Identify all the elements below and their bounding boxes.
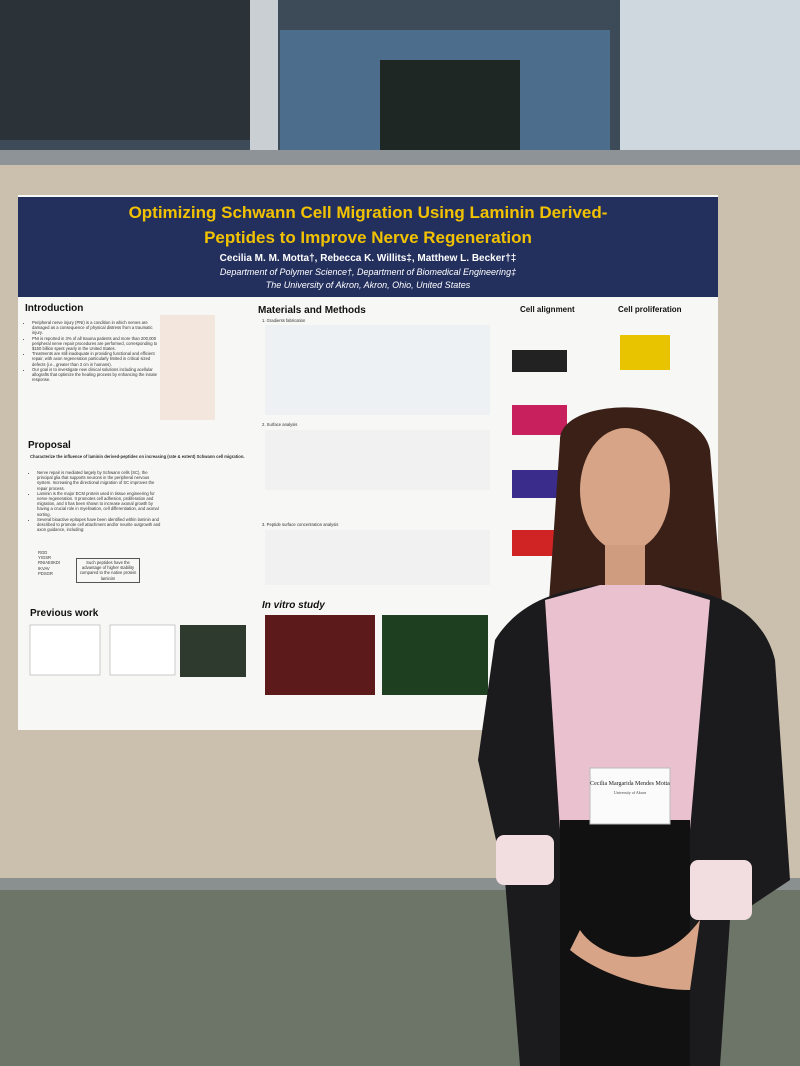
- figure: [29, 624, 101, 676]
- badge: Cecilia Margarida Mendes Motta Universit…: [590, 780, 670, 795]
- section-heading: In vitro study: [262, 600, 325, 611]
- departments: Department of Polymer Science†, Departme…: [219, 267, 517, 277]
- tree: [380, 60, 520, 150]
- title-line: Optimizing Schwann Cell Migration Using …: [128, 203, 608, 222]
- bullet: PNI is reported in 3% of all trauma pati…: [32, 336, 162, 352]
- badge-affiliation: University of Akron: [613, 790, 647, 795]
- bullet: Laminin is the major ECM protein used in…: [37, 491, 162, 517]
- poster-header: [18, 197, 718, 297]
- section-heading: Introduction: [25, 303, 84, 314]
- section-heading: Cell proliferation: [618, 305, 682, 314]
- method-step: 2. Surface analysis: [262, 422, 298, 427]
- name-badge: [589, 767, 671, 825]
- callout: Such peptides have the advantage of high…: [76, 558, 140, 583]
- person: [478, 407, 790, 1066]
- peptide: IKVAV: [38, 565, 50, 571]
- method-step: 3. Peptide surface concentration analysi…: [262, 522, 339, 527]
- badge-name: Cecilia Margarida Mendes Motta: [590, 781, 670, 787]
- bullet: Peripheral nerve injury (PNI) is a condi…: [32, 320, 162, 336]
- bullet: Nerve repair is mediated largely by Schw…: [37, 470, 162, 491]
- section-heading: Cell alignment: [520, 305, 575, 314]
- university: The University of Akron, Akron, Ohio, Un…: [265, 280, 471, 290]
- bullet: Several bioactive epitopes have been ide…: [37, 517, 162, 533]
- peptide: RGD: [38, 550, 48, 555]
- authors: Cecilia M. M. Motta†, Rebecca K. Willits…: [219, 253, 517, 264]
- section-heading: Previous work: [30, 608, 99, 619]
- poster-header-text: Optimizing Schwann Cell Migration Using …: [18, 200, 718, 290]
- bullet: Treatments are still inadequate in provi…: [32, 351, 162, 367]
- peptide: YIGSR: [38, 555, 52, 561]
- methods-figure: [265, 530, 490, 585]
- section-heading: Proposal: [28, 440, 71, 451]
- anatomy-figure: [160, 315, 215, 420]
- micrograph: [265, 615, 375, 695]
- figure: [109, 624, 176, 676]
- title-line: Peptides to Improve Nerve Regeneration: [204, 228, 532, 247]
- methods-figure: [265, 325, 490, 415]
- atrium: [620, 0, 800, 150]
- peptide: RNIAEIIKDI: [38, 560, 61, 566]
- section-heading: Materials and Methods: [258, 305, 366, 316]
- micrograph: [382, 615, 488, 695]
- methods-figure: [265, 430, 490, 490]
- bullet: Our goal is to investigate new clinical …: [32, 367, 162, 383]
- peptide: PDSGR: [38, 570, 53, 576]
- window-trees: [0, 0, 250, 140]
- board-top: [0, 150, 800, 166]
- proposal-lead: Characterize the influence of laminin de…: [30, 454, 245, 459]
- method-step: 1. Gradients fabrication: [262, 318, 306, 323]
- pillar: [250, 0, 278, 160]
- micrograph: [180, 625, 246, 677]
